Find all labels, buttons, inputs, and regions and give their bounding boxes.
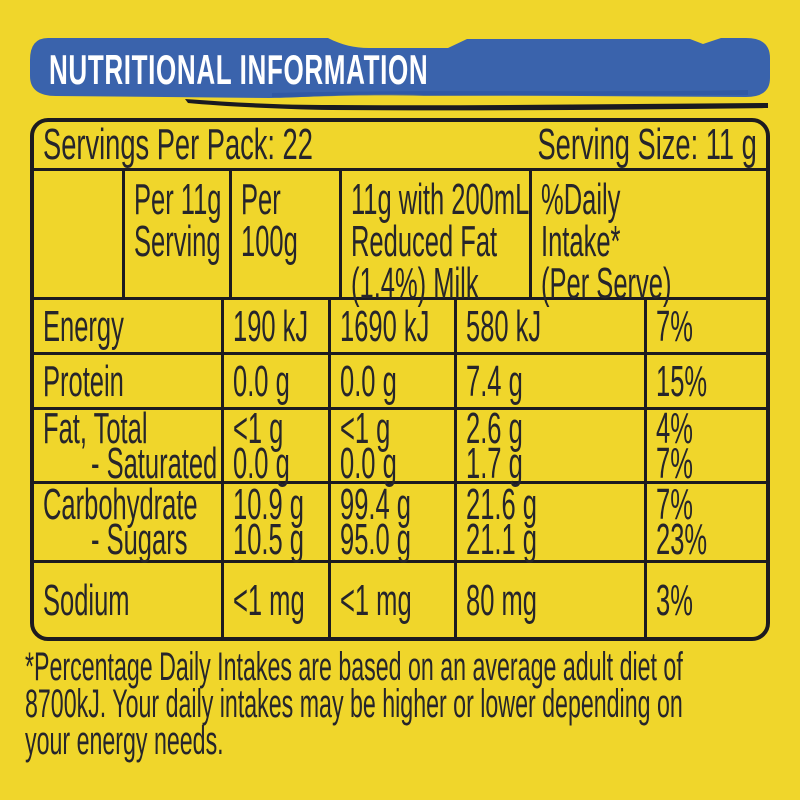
value-daily-intake-cell: 3% — [644, 563, 766, 637]
value: 99.4 g — [340, 480, 411, 529]
header-line: (1.4%) Milk — [351, 259, 479, 308]
value: 15% — [656, 356, 708, 406]
value: 10.5 g — [233, 515, 304, 564]
value: 3% — [656, 575, 693, 625]
footnote-line: your energy needs. — [25, 719, 224, 763]
value: 7% — [656, 480, 693, 529]
value-daily-intake-cell: 7% — [644, 300, 766, 352]
row-label: Energy — [43, 301, 124, 351]
value: 190 kJ — [233, 301, 309, 351]
value-with-milk-cell: 21.6 g 21.1 g — [454, 480, 644, 564]
value: 95.0 g — [340, 515, 411, 564]
value-with-milk-cell: 580 kJ — [454, 300, 644, 352]
header-line: %Daily — [541, 175, 621, 224]
value: 0.0 g — [233, 438, 290, 488]
table-row-energy: Energy 190 kJ 1690 kJ 580 kJ 7% — [34, 297, 766, 352]
header-line: Per — [241, 175, 281, 224]
value: 0.0 g — [340, 438, 397, 488]
value-per-100g-cell: 0.0 g — [328, 355, 454, 407]
footnote: *Percentage Daily Intakes are based on a… — [25, 645, 800, 763]
value: 2.6 g — [466, 403, 523, 453]
header-line: Reduced Fat — [351, 217, 498, 266]
value: 21.1 g — [466, 515, 537, 564]
value-per-serving-cell: 190 kJ — [221, 300, 328, 352]
header-daily-intake: %Daily Intake* (Per Serve) — [529, 171, 766, 306]
row-label-cell: Sodium — [34, 563, 221, 637]
banner-underline-streak — [185, 99, 768, 111]
value-daily-intake-cell: 7% 23% — [644, 480, 766, 564]
column-header-row: Per 11g Serving Per 100g 11g with 200mL … — [34, 168, 766, 306]
value-with-milk-cell: 7.4 g — [454, 355, 644, 407]
value: 4% — [656, 403, 693, 453]
banner-shape — [30, 38, 770, 98]
value-per-100g-cell: <1 mg — [328, 563, 454, 637]
value-per-serving-cell: <1 mg — [221, 563, 328, 637]
table-row-carbohydrate: Carbohydrate - Sugars 10.9 g 10.5 g 99.4… — [34, 480, 766, 564]
row-label-cell: Protein — [34, 355, 221, 407]
value: <1 g — [340, 403, 391, 453]
banner-brushstroke — [30, 38, 770, 111]
footnote-line: *Percentage Daily Intakes are based on a… — [25, 645, 683, 689]
row-label-cell: Carbohydrate - Sugars — [34, 483, 221, 564]
row-sublabel: - Sugars — [91, 515, 188, 564]
table-row-fat: Fat, Total - Saturated <1 g 0.0 g <1 g 0… — [34, 403, 766, 488]
value: 0.0 g — [233, 356, 290, 406]
servings-row: Servings Per Pack: 22 Serving Size: 11 g — [34, 120, 766, 169]
banner-title: NUTRITIONAL INFORMATION — [49, 46, 429, 93]
value: <1 g — [233, 403, 284, 453]
value: 80 mg — [466, 575, 537, 625]
header-line: 100g — [241, 217, 298, 266]
serving-size: Serving Size: 11 g — [537, 120, 757, 169]
header-line: Per 11g — [134, 175, 222, 224]
value-with-milk-cell: 2.6 g 1.7 g — [454, 403, 644, 488]
servings-per-pack: Servings Per Pack: 22 — [43, 120, 313, 169]
row-label: Sodium — [43, 575, 130, 625]
table-row-protein: Protein 0.0 g 0.0 g 7.4 g 15% — [34, 352, 766, 407]
nutrition-table: Servings Per Pack: 22 Serving Size: 11 g… — [30, 118, 770, 641]
row-label-cell: Fat, Total - Saturated — [34, 403, 221, 488]
header-with-milk: 11g with 200mL Reduced Fat (1.4%) Milk — [339, 171, 530, 306]
value: 1.7 g — [466, 438, 523, 488]
value-per-serving-cell: 10.9 g 10.5 g — [221, 483, 328, 564]
header-line: Intake* — [541, 217, 621, 266]
value-daily-intake-cell: 4% 7% — [644, 403, 766, 488]
header-per-serving: Per 11g Serving — [122, 171, 229, 297]
value: 0.0 g — [340, 356, 397, 406]
value-daily-intake-cell: 15% — [644, 355, 766, 407]
value: 7.4 g — [466, 356, 523, 406]
value-per-100g-cell: <1 g 0.0 g — [328, 403, 454, 488]
row-label: Protein — [43, 356, 124, 406]
header-blank-cell — [34, 171, 122, 297]
value: 7% — [656, 438, 693, 488]
value: 7% — [656, 301, 693, 351]
value: 580 kJ — [466, 301, 542, 351]
value-per-serving-cell: 0.0 g — [221, 355, 328, 407]
value: <1 mg — [340, 575, 412, 625]
row-sublabel: - Saturated — [91, 438, 218, 488]
value: 1690 kJ — [340, 301, 430, 351]
footnote-line: 8700kJ. Your daily intakes may be higher… — [25, 682, 683, 726]
banner-smudge — [272, 90, 748, 98]
row-label-cell: Energy — [34, 300, 221, 352]
header-line: Serving — [134, 217, 221, 266]
header-per-100g: Per 100g — [229, 171, 339, 297]
value: 23% — [656, 515, 708, 564]
value: <1 mg — [233, 575, 305, 625]
value-with-milk-cell: 80 mg — [454, 563, 644, 637]
row-label: Fat, Total — [43, 403, 148, 453]
value-per-100g-cell: 99.4 g 95.0 g — [328, 480, 454, 564]
banner: NUTRITIONAL INFORMATION — [30, 38, 770, 100]
value: 21.6 g — [466, 480, 537, 529]
value-per-serving-cell: <1 g 0.0 g — [221, 403, 328, 488]
table-row-sodium: Sodium <1 mg <1 mg 80 mg 3% — [34, 560, 766, 637]
value-per-100g-cell: 1690 kJ — [328, 300, 454, 352]
header-line: 11g with 200mL — [351, 175, 530, 224]
header-line: (Per Serve) — [541, 259, 672, 308]
